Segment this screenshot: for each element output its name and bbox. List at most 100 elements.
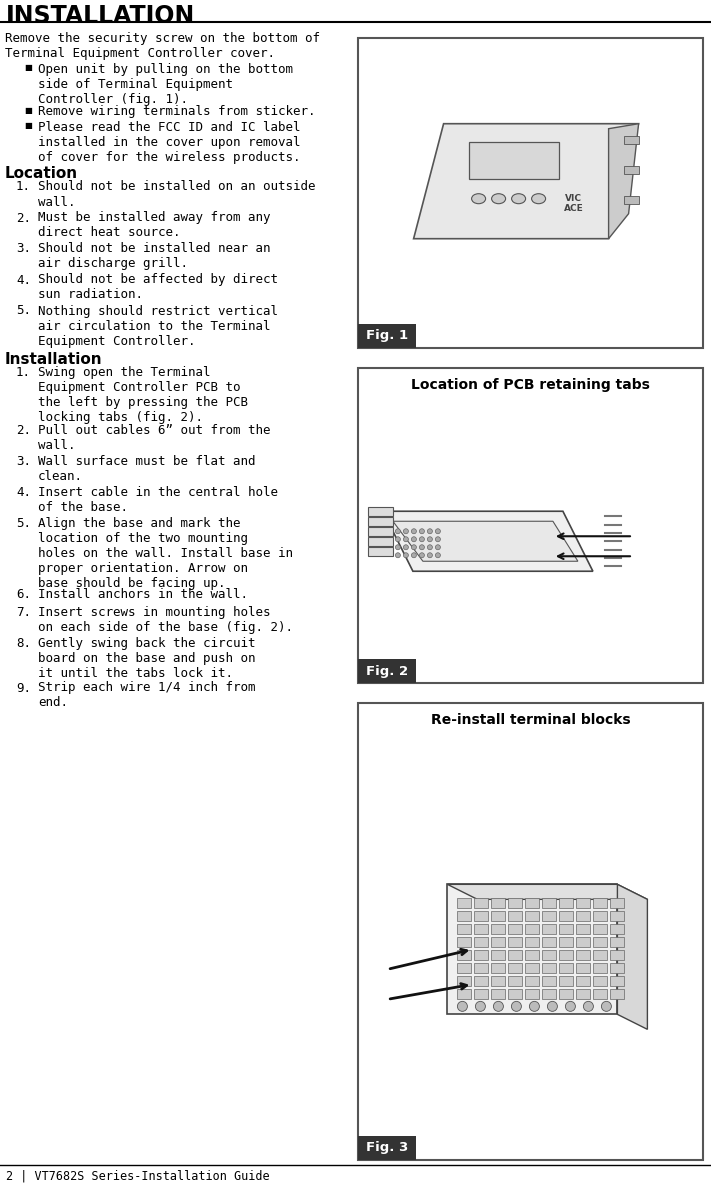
Bar [577, 964, 590, 973]
Text: Nothing should restrict vertical
air circulation to the Terminal
Equipment Contr: Nothing should restrict vertical air cir… [38, 305, 278, 347]
Circle shape [403, 552, 408, 558]
Bar [577, 925, 590, 934]
Text: Remove the security screw on the bottom of
Terminal Equipment Controller cover.: Remove the security screw on the bottom … [5, 32, 320, 60]
Circle shape [427, 528, 432, 534]
Circle shape [493, 1001, 503, 1012]
Bar [525, 976, 540, 987]
Text: Install anchors in the wall.: Install anchors in the wall. [38, 589, 248, 601]
Text: Swing open the Terminal
Equipment Controller PCB to
the left by pressing the PCB: Swing open the Terminal Equipment Contro… [38, 367, 248, 424]
Polygon shape [447, 884, 617, 1014]
Circle shape [547, 1001, 557, 1012]
Text: Re-install terminal blocks: Re-install terminal blocks [431, 713, 631, 727]
Bar [542, 925, 557, 934]
Text: Pull out cables 6” out from the
wall.: Pull out cables 6” out from the wall. [38, 424, 270, 452]
Circle shape [395, 528, 400, 534]
Bar [457, 925, 471, 934]
Bar [624, 136, 638, 144]
Bar [577, 938, 590, 947]
Bar [611, 951, 624, 960]
Bar [594, 925, 607, 934]
Circle shape [419, 537, 424, 541]
Bar [474, 951, 488, 960]
Circle shape [602, 1001, 611, 1012]
Text: Fig. 1: Fig. 1 [366, 330, 408, 343]
Polygon shape [383, 512, 593, 571]
Text: Insert screws in mounting holes
on each side of the base (fig. 2).: Insert screws in mounting holes on each … [38, 606, 293, 634]
Bar [560, 976, 573, 987]
Circle shape [412, 552, 417, 558]
Bar [491, 964, 506, 973]
Bar [594, 938, 607, 947]
Bar [457, 951, 471, 960]
Bar [611, 938, 624, 947]
Text: Should not be affected by direct
sun radiation.: Should not be affected by direct sun rad… [38, 274, 278, 301]
Bar [474, 898, 488, 908]
Bar [491, 951, 506, 960]
Text: 1.: 1. [16, 367, 31, 378]
Text: 5.: 5. [16, 516, 31, 530]
Circle shape [403, 537, 408, 541]
Bar [542, 989, 557, 1000]
Bar [560, 989, 573, 1000]
Bar [457, 898, 471, 908]
Bar [358, 1136, 416, 1160]
Circle shape [427, 545, 432, 550]
Bar [508, 925, 523, 934]
Text: Location: Location [5, 167, 78, 182]
Text: Gently swing back the circuit
board on the base and push on
it until the tabs lo: Gently swing back the circuit board on t… [38, 637, 255, 679]
Bar [560, 912, 573, 921]
Bar [624, 165, 638, 174]
Polygon shape [609, 124, 638, 239]
Text: Please read the FCC ID and IC label
installed in the cover upon removal
of cover: Please read the FCC ID and IC label inst… [38, 121, 301, 164]
Bar [611, 976, 624, 987]
Text: Open unit by pulling on the bottom
side of Terminal Equipment
Controller (fig. 1: Open unit by pulling on the bottom side … [38, 63, 293, 106]
Text: Fig. 3: Fig. 3 [366, 1141, 408, 1154]
Bar [474, 964, 488, 973]
Text: 3.: 3. [16, 455, 31, 468]
Bar [611, 925, 624, 934]
Bar [368, 547, 393, 556]
Bar [508, 964, 523, 973]
Circle shape [403, 528, 408, 534]
Bar [491, 989, 506, 1000]
Bar [577, 976, 590, 987]
Bar [560, 964, 573, 973]
Bar [525, 925, 540, 934]
Bar [358, 38, 703, 347]
Text: 9.: 9. [16, 682, 31, 695]
Bar [358, 659, 416, 683]
Text: Insert cable in the central hole
of the base.: Insert cable in the central hole of the … [38, 486, 278, 514]
Bar [368, 527, 393, 537]
Bar [542, 951, 557, 960]
Circle shape [419, 552, 424, 558]
Bar [491, 912, 506, 921]
Bar [474, 912, 488, 921]
Bar [542, 938, 557, 947]
Circle shape [419, 528, 424, 534]
Circle shape [476, 1001, 486, 1012]
Circle shape [584, 1001, 594, 1012]
Bar [525, 964, 540, 973]
Bar [542, 898, 557, 908]
Circle shape [412, 528, 417, 534]
Bar [474, 976, 488, 987]
Bar [525, 912, 540, 921]
Text: INSTALLATION: INSTALLATION [6, 4, 196, 29]
Bar [594, 912, 607, 921]
Bar [457, 976, 471, 987]
Bar [474, 989, 488, 1000]
Text: 2.: 2. [16, 212, 31, 225]
Bar [525, 989, 540, 1000]
Bar [457, 964, 471, 973]
Bar [491, 898, 506, 908]
Text: 6.: 6. [16, 589, 31, 601]
Bar [474, 925, 488, 934]
Bar [358, 368, 703, 683]
Circle shape [435, 528, 440, 534]
Bar [560, 951, 573, 960]
Bar [474, 938, 488, 947]
Bar [457, 912, 471, 921]
Bar [611, 964, 624, 973]
Polygon shape [617, 884, 648, 1029]
Bar [525, 951, 540, 960]
